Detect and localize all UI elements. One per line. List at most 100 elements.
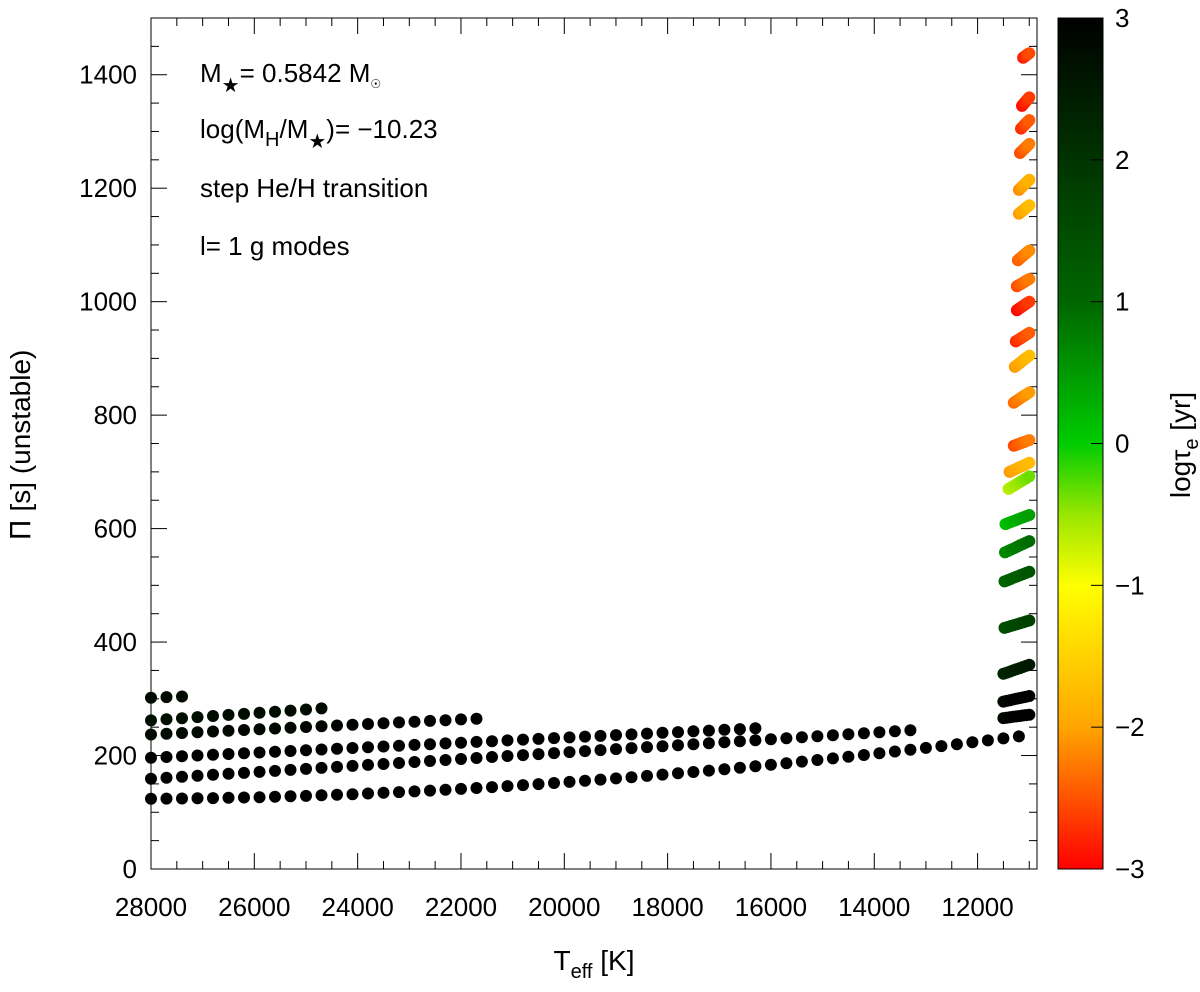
annotation-transition: step He/H transition bbox=[200, 173, 428, 203]
colorbar-tick-label: 1 bbox=[1115, 287, 1129, 317]
data-point bbox=[408, 738, 421, 751]
data-point bbox=[718, 736, 731, 749]
colorbar-ticks: 3 2 1 0 −1 −2 −3 bbox=[1091, 3, 1145, 884]
data-point bbox=[749, 760, 762, 773]
data-point bbox=[1023, 349, 1036, 362]
x-tick-label: 28000 bbox=[115, 892, 187, 922]
data-point bbox=[269, 722, 281, 735]
data-point bbox=[1023, 386, 1036, 399]
data-point bbox=[1023, 199, 1036, 212]
data-point bbox=[1023, 173, 1036, 186]
data-point bbox=[300, 789, 312, 802]
data-point bbox=[238, 791, 250, 804]
data-point bbox=[176, 770, 188, 783]
data-point bbox=[749, 734, 762, 747]
data-point bbox=[811, 754, 824, 766]
data-point bbox=[1023, 326, 1036, 339]
axis-tick-labels: 28000 26000 24000 22000 20000 18000 16000 14000… bbox=[79, 60, 1014, 922]
data-point bbox=[377, 717, 390, 730]
data-point bbox=[1023, 114, 1036, 127]
data-point bbox=[579, 730, 591, 743]
data-point bbox=[393, 739, 405, 752]
data-point bbox=[253, 723, 266, 736]
data-point bbox=[594, 773, 607, 786]
data-point bbox=[238, 747, 250, 760]
data-point bbox=[795, 731, 808, 744]
data-point bbox=[191, 769, 204, 782]
data-point bbox=[888, 745, 901, 758]
data-point bbox=[1023, 614, 1036, 627]
annotation-modes: l= 1 g modes bbox=[200, 231, 350, 261]
data-point bbox=[393, 757, 405, 769]
data-point bbox=[160, 713, 173, 726]
data-point bbox=[222, 791, 235, 804]
data-point bbox=[579, 745, 591, 758]
data-point bbox=[393, 716, 405, 729]
data-point bbox=[563, 731, 576, 744]
data-point bbox=[424, 784, 436, 797]
data-point bbox=[687, 738, 700, 751]
data-point bbox=[749, 722, 762, 735]
data-point bbox=[269, 764, 281, 777]
data-point bbox=[284, 763, 297, 776]
data-point bbox=[176, 712, 188, 725]
data-point bbox=[1023, 91, 1036, 104]
data-point bbox=[764, 758, 777, 771]
colorbar-tick-label: −2 bbox=[1115, 712, 1145, 742]
data-point bbox=[656, 768, 669, 781]
data-point bbox=[548, 777, 560, 789]
y-axis-label: Π [s] (unstable) bbox=[4, 350, 37, 541]
data-point bbox=[672, 767, 684, 780]
data-point bbox=[486, 751, 498, 763]
data-point bbox=[563, 746, 576, 759]
data-point bbox=[610, 729, 622, 742]
data-point bbox=[780, 757, 793, 770]
y-tick-label: 600 bbox=[94, 514, 137, 544]
data-point bbox=[733, 761, 746, 774]
data-point bbox=[145, 772, 157, 785]
data-point bbox=[331, 760, 343, 773]
data-point bbox=[439, 714, 452, 727]
data-point bbox=[1023, 708, 1036, 721]
data-point bbox=[377, 758, 390, 770]
data-point bbox=[873, 747, 886, 760]
data-point bbox=[362, 718, 374, 730]
data-point bbox=[548, 732, 560, 745]
data-point bbox=[1023, 295, 1036, 308]
data-point bbox=[950, 738, 963, 751]
data-point bbox=[733, 723, 746, 736]
data-point bbox=[145, 691, 157, 704]
data-point bbox=[904, 743, 917, 756]
data-point bbox=[1023, 535, 1036, 548]
y-tick-label: 800 bbox=[94, 400, 137, 430]
data-point bbox=[269, 790, 281, 803]
x-tick-label: 26000 bbox=[218, 892, 290, 922]
data-point bbox=[610, 743, 622, 756]
data-point bbox=[238, 707, 250, 720]
data-point bbox=[780, 732, 793, 745]
data-point bbox=[997, 732, 1010, 745]
data-point bbox=[160, 691, 173, 704]
data-point bbox=[424, 714, 436, 727]
data-point bbox=[455, 753, 467, 765]
x-tick-label: 18000 bbox=[631, 892, 703, 922]
data-point bbox=[625, 728, 638, 741]
data-point bbox=[176, 750, 188, 763]
data-point bbox=[718, 723, 731, 736]
data-point bbox=[1023, 470, 1036, 483]
y-tick-label: 1000 bbox=[79, 287, 137, 317]
data-point bbox=[1023, 273, 1036, 285]
data-point bbox=[935, 740, 948, 753]
data-point bbox=[687, 766, 700, 778]
data-point bbox=[532, 732, 545, 745]
y-tick-label: 200 bbox=[94, 741, 137, 771]
data-point bbox=[424, 755, 436, 767]
colorbar-tick-label: 3 bbox=[1115, 3, 1129, 33]
y-tick-label: 1200 bbox=[79, 173, 137, 203]
data-point bbox=[160, 771, 173, 784]
data-point bbox=[145, 751, 157, 764]
colorbar-tick-label: −1 bbox=[1115, 570, 1145, 600]
data-point bbox=[702, 737, 715, 750]
data-point bbox=[362, 758, 374, 771]
